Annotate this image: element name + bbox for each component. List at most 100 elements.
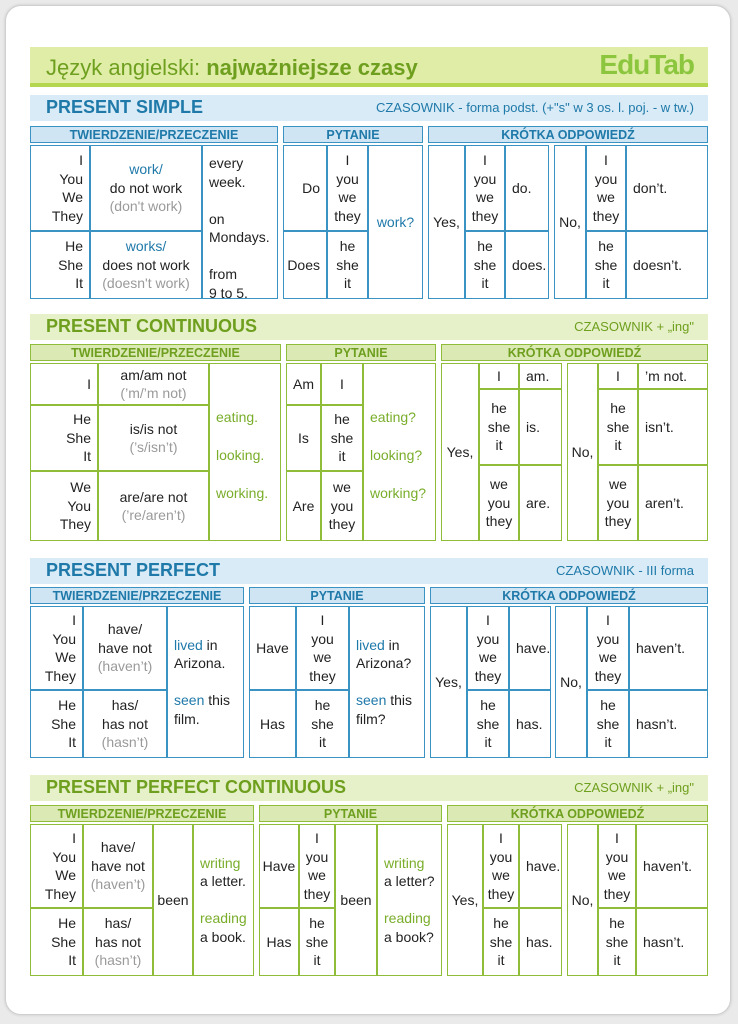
aux-form: have/ [107,621,143,638]
question-aux-cell: Are [286,471,321,541]
answer-subject-cell: he she it [467,690,509,758]
aux-negative: has not [95,933,141,950]
be-contraction: (’m/’m not) [120,385,187,401]
answer-cell: does. [505,231,549,299]
label-question: PYTANIE [259,805,442,822]
question-aux-cell: Is [286,405,321,471]
question-subject-cell: we you they [321,471,363,541]
question-subject-cell: he she it [321,405,363,471]
yes-cell: Yes, [447,824,483,976]
aux-cell: has/has not (hasn’t) [83,908,153,976]
verb-cell: works/does not work (doesn't work) [90,231,202,299]
be-cell: is/is not (’s/isn’t) [98,405,209,471]
label-affirmative: TWIERDZENIE/PRZECZENIE [30,587,244,604]
answer-subject-cell: I you we they [587,606,629,690]
section-header-present-continuous: PRESENT CONTINUOUS CZASOWNIK + „ing" [30,314,708,340]
answer-cell: ’m not. [638,363,708,389]
section-header-present-perfect: PRESENT PERFECT CZASOWNIK - III forma [30,558,708,584]
aux-cell: have/have not (haven’t) [83,824,153,908]
question-subject-cell: he she it [327,231,368,299]
no-cell: No, [567,363,598,541]
section-title: PRESENT PERFECT CONTINUOUS [46,777,347,797]
answer-cell: are. [519,465,562,541]
yes-cell: Yes, [430,606,467,758]
question-aux-cell: Am [286,363,321,405]
question-subject-cell: he she it [299,908,335,976]
object-text: a letter. [200,873,246,890]
answer-cell: have. [509,606,551,690]
subject-cell: I You We They [30,606,83,690]
be-contraction: (’re/aren’t) [121,507,186,523]
question-subject-cell: I [321,363,363,405]
question-aux-cell: Has [249,690,296,758]
no-cell: No, [554,145,586,299]
question-aux-cell: Has [259,908,299,976]
past-participle: lived [174,636,203,653]
question-aux-cell: Do [283,145,327,231]
answer-subject-cell: I [598,363,638,389]
ing-verb: eating. [216,409,259,425]
answer-subject-cell: I you we they [483,824,519,908]
answer-cell: isn’t. [638,389,708,465]
ing-verb: working. [216,485,269,501]
section-title: PRESENT PERFECT [46,560,221,580]
aux-contraction: (hasn’t) [101,734,149,751]
label-question: PYTANIE [286,344,436,361]
aux-contraction: (haven’t) [97,658,153,675]
object-text: this film. [174,692,231,727]
verb-contraction: (doesn't work) [102,275,190,292]
subject-cell: He She It [30,405,98,471]
section-header-present-simple: PRESENT SIMPLE CZASOWNIK - forma podst. … [30,95,708,121]
verb-cell: work/do not work (don't work) [90,145,202,231]
ing-verbs-cell: eating. looking. working. [209,363,281,541]
time-expression-cell: every week. on Mondays. from 9 to 5. [202,145,278,301]
section-note: CZASOWNIK + „ing" [574,319,694,334]
question-subject-cell: I you we they [296,606,349,690]
answer-subject-cell: he she it [598,389,638,465]
section-note: CZASOWNIK - forma podst. (+"s" w 3 os. l… [375,100,694,115]
subject-cell: We You They [30,471,98,541]
label-short-answer: KRÓTKA ODPOWIEDŹ [428,126,708,143]
subject-cell: I You We They [30,824,83,908]
answer-subject-cell: he she it [479,389,519,465]
answer-subject-cell: he she it [483,908,519,976]
object-text: in Arizona. [174,636,226,672]
answer-subject-cell: we you they [479,465,519,541]
question-aux-cell: Does [283,231,327,299]
section-title: PRESENT SIMPLE [46,97,204,117]
yes-cell: Yes, [428,145,465,299]
question-subject-cell: I you we they [327,145,368,231]
verb-form: work/ [129,161,163,178]
subject-cell: He She It [30,690,83,758]
yes-cell: Yes, [441,363,479,541]
answer-subject-cell: he she it [586,231,626,299]
label-affirmative: TWIERDZENIE/PRZECZENIE [30,344,281,361]
aux-negative: have not [98,639,152,656]
question-ing-cell: eating? looking? working? [363,363,436,541]
verb-negative: do not work [109,179,183,196]
subject-cell: I You We They [30,145,90,231]
question-aux-cell: Have [249,606,296,690]
aux-cell: have/have not (haven’t) [83,606,167,690]
object-text: in Arizona? [356,636,412,672]
past-participle: lived [356,636,385,653]
question-subject-cell: I you we they [299,824,335,908]
be-form: is/is not [129,420,178,437]
be-form: are/are not [119,488,188,505]
section-note: CZASOWNIK - III forma [556,563,694,578]
answer-subject-cell: I you we they [465,145,505,231]
section-note: CZASOWNIK + „ing" [574,780,694,795]
brand-logo: EduTab [599,49,695,80]
page-header: Język angielski: najważniejsze czasy Edu… [30,47,708,87]
ing-verb: looking? [370,447,423,463]
aux-form: has/ [111,697,139,714]
aux-form: has/ [104,915,132,932]
aux-negative: has not [102,715,148,732]
subject-cell: He She It [30,908,83,976]
answer-cell: is. [519,389,562,465]
participle-cell: lived in Arizona. seen this film. [167,606,244,758]
no-cell: No, [567,824,598,976]
answer-subject-cell: I you we they [586,145,626,231]
aux-contraction: (hasn’t) [94,952,142,969]
ing-verb: writing [200,854,241,871]
